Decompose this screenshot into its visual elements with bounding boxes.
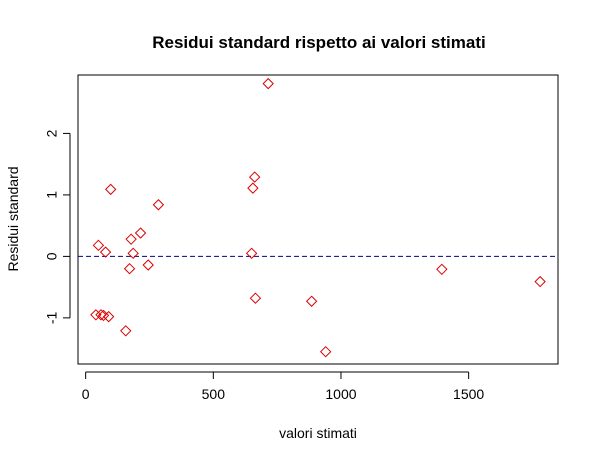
data-point-4: [99, 246, 112, 258]
y-tick-label: -1: [44, 311, 60, 324]
data-point-8: [123, 262, 136, 275]
data-point-12: [142, 259, 154, 271]
data-point-14: [245, 247, 258, 260]
x-tick-label: 1500: [453, 386, 484, 402]
data-point-19: [305, 295, 318, 307]
data-point-16: [248, 171, 261, 183]
y-axis-label: Residui standard: [5, 166, 21, 271]
data-point-13: [152, 199, 165, 211]
x-axis-label: valori stimati: [279, 425, 357, 441]
plot-area-frame: [77, 74, 559, 365]
y-tick-label: 2: [44, 129, 60, 137]
data-point-7: [120, 325, 132, 337]
data-point-22: [534, 275, 546, 288]
data-point-11: [134, 227, 147, 239]
x-tick-label: 500: [202, 386, 226, 402]
y-tick-label: 0: [44, 252, 60, 260]
x-tick-label: 1000: [325, 386, 356, 402]
y-tick-label: 1: [44, 191, 60, 199]
data-point-18: [262, 77, 274, 90]
chart-title: Residui standard rispetto ai valori stim…: [152, 33, 485, 52]
points-layer: [90, 77, 546, 358]
x-axis: 0 500 1000 1500: [82, 371, 484, 402]
data-point-5: [102, 310, 115, 323]
data-point-0: [90, 309, 102, 321]
x-tick-label: 0: [82, 386, 90, 402]
y-axis: -1 0 1 2: [44, 129, 71, 324]
data-point-17: [249, 292, 262, 304]
data-point-9: [125, 233, 137, 245]
data-point-2: [95, 309, 107, 321]
data-point-20: [319, 345, 332, 358]
data-point-21: [436, 263, 448, 276]
data-point-10: [127, 247, 139, 260]
data-point-6: [104, 183, 117, 196]
data-point-15: [247, 182, 259, 194]
data-point-1: [92, 239, 105, 252]
